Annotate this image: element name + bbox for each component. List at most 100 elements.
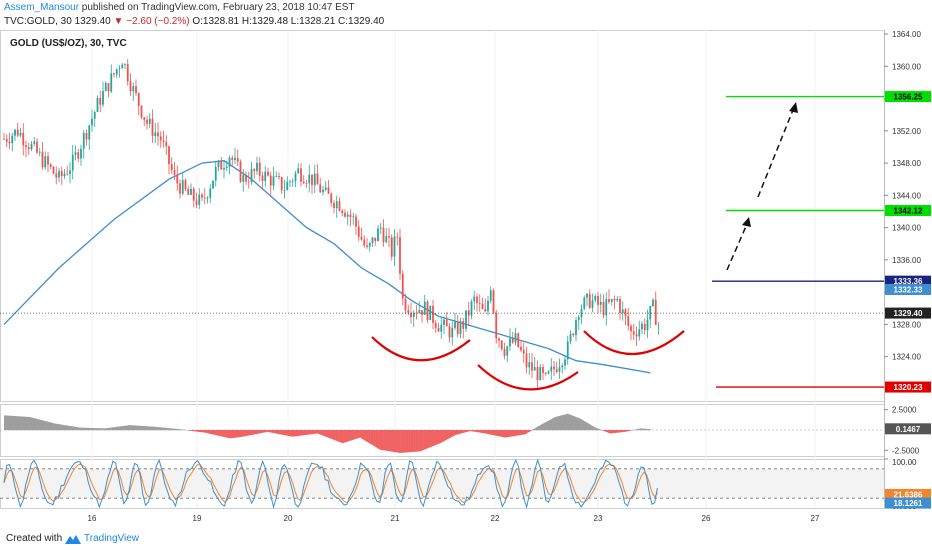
histogram-bar: [411, 430, 414, 452]
tradingview-brand[interactable]: TradingView: [84, 533, 140, 544]
candle-body: [118, 68, 121, 70]
histogram-bar: [560, 415, 563, 431]
histogram-bar: [527, 430, 529, 433]
histogram-bar: [335, 430, 338, 441]
histogram-bar: [604, 430, 607, 432]
publish-info: Assem_Mansour published on TradingView.c…: [4, 2, 355, 13]
candle-body: [198, 194, 201, 205]
histogram-bar: [461, 430, 464, 434]
candle-body: [368, 242, 371, 247]
candle-body: [25, 145, 27, 148]
histogram-bar: [424, 430, 426, 450]
histogram-bar: [17, 416, 20, 431]
arrow-head-icon: [789, 102, 798, 113]
histogram-bar: [170, 428, 172, 431]
histogram-bar: [517, 430, 519, 436]
histogram-bar: [559, 415, 562, 431]
histogram-bar: [280, 430, 283, 435]
histogram-bar: [613, 430, 615, 434]
histogram-bar: [379, 430, 381, 450]
histogram-bar: [552, 418, 554, 431]
candle-body: [338, 201, 341, 211]
author-link[interactable]: Assem_Mansour: [4, 2, 80, 13]
histogram-bar: [205, 430, 207, 433]
histogram-bar: [32, 417, 35, 431]
histogram-bar: [640, 428, 643, 431]
histogram-bar: [589, 424, 592, 431]
candle-body: [506, 346, 509, 356]
histogram-bar: [79, 427, 81, 431]
candle-body: [580, 308, 583, 318]
candle-body: [143, 117, 146, 120]
histogram-bar: [438, 430, 440, 444]
histogram-bar: [45, 421, 47, 431]
candle-body: [630, 325, 632, 332]
time-axis[interactable]: 16 19 20 21 22 23 26 27: [88, 514, 820, 523]
histogram-bar: [47, 421, 50, 431]
histogram-bar: [11, 415, 14, 431]
histogram-bar: [355, 430, 358, 439]
candle-body: [393, 236, 396, 257]
histogram-bar: [289, 430, 291, 437]
histogram-bar: [383, 430, 385, 451]
histogram-bar: [6, 415, 9, 431]
candle-body: [225, 166, 228, 169]
histogram-bar: [283, 430, 285, 435]
price-axes[interactable]: 1324.001328.001332.001336.001340.001344.…: [884, 30, 931, 511]
histogram-bar: [31, 417, 34, 431]
hist-tick-label: -2.5000: [892, 446, 920, 455]
ohlc-legend: TVC:GOLD, 30 1329.40 ▼ −2.60 (−0.2%) O:1…: [4, 16, 384, 27]
candle-body: [619, 298, 621, 314]
histogram-bar: [575, 417, 578, 431]
histogram-bar: [598, 428, 600, 431]
histogram-bar: [448, 430, 450, 439]
candle-body: [509, 338, 511, 347]
time-tick-label: 19: [193, 514, 202, 523]
trading-chart[interactable]: 1324.001328.001332.001336.001340.001344.…: [0, 0, 932, 527]
candle-body: [247, 181, 250, 183]
histogram-bar: [435, 430, 438, 445]
histogram-bar: [49, 422, 51, 431]
histogram-bar: [217, 430, 220, 436]
candle-body: [451, 327, 454, 338]
candle-body: [448, 326, 451, 338]
candle-body: [547, 371, 550, 374]
histogram-bar: [182, 429, 185, 431]
histogram-bar: [149, 426, 151, 431]
histogram-bar: [281, 430, 284, 435]
histogram-bar: [493, 430, 495, 436]
candle-body: [300, 168, 302, 182]
time-tick-label: 22: [491, 514, 500, 523]
change-value: ▼ −2.60 (−0.2%): [113, 16, 190, 27]
histogram-bar: [518, 430, 520, 436]
histogram-bar: [408, 430, 410, 453]
candle-body: [632, 331, 635, 335]
histogram-bar: [401, 430, 404, 453]
tradingview-logo-icon[interactable]: [64, 532, 82, 550]
histogram-bar: [373, 430, 375, 446]
histogram-bar: [594, 427, 597, 431]
pattern-arc: [371, 336, 471, 362]
histogram-bar: [84, 427, 86, 431]
candle-body: [104, 83, 107, 91]
candle-body: [179, 183, 181, 194]
candle-body: [195, 200, 198, 205]
price-label-green: 1356.25: [894, 93, 923, 102]
ohlc-values: O:1328.81 H:1329.48 L:1328.21 C:1329.40: [192, 16, 385, 27]
histogram-bar: [126, 425, 129, 431]
histogram-bar: [174, 428, 176, 431]
histogram-bar: [102, 428, 105, 431]
histogram-bar: [239, 430, 241, 438]
histogram-bar: [285, 430, 288, 436]
pattern-arc: [583, 330, 685, 356]
candle-body: [201, 194, 203, 198]
histogram-bar: [444, 430, 446, 441]
histogram-bar: [583, 420, 585, 431]
histogram-bar: [288, 430, 290, 436]
histogram-bar: [440, 430, 443, 443]
candle-body: [157, 132, 159, 137]
histogram-bar: [249, 430, 251, 436]
candle-body: [495, 312, 498, 339]
price-tick-label: 1344.00: [892, 191, 921, 200]
candle-body: [641, 323, 643, 330]
